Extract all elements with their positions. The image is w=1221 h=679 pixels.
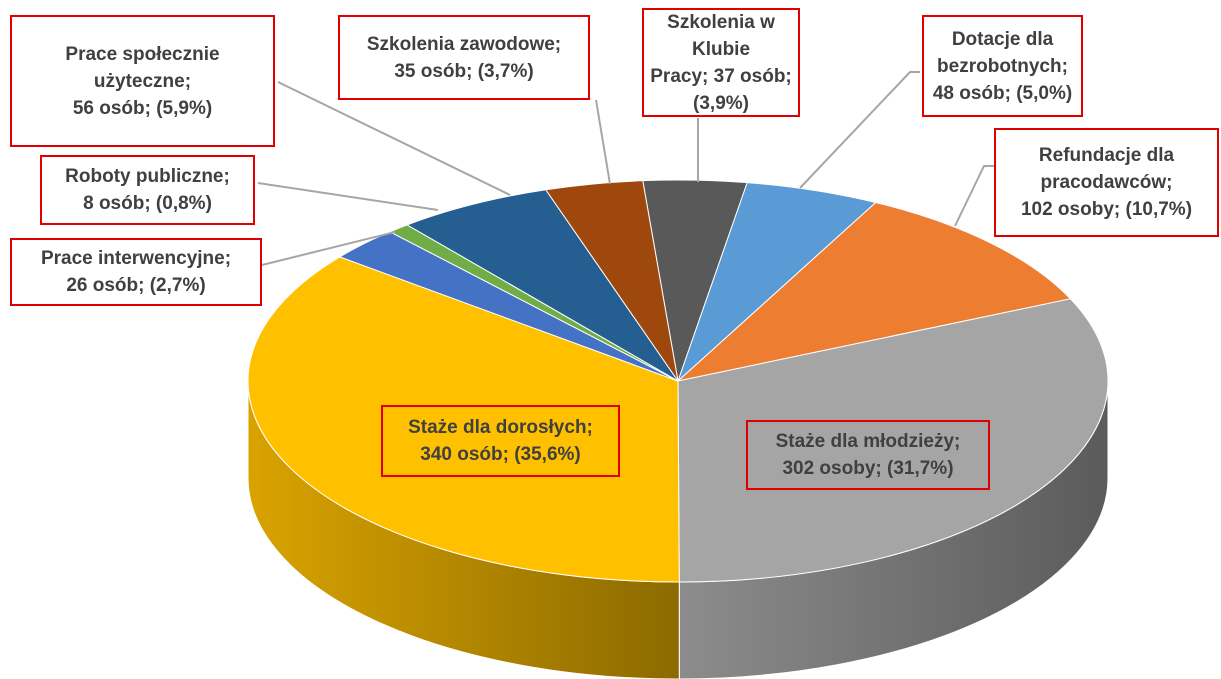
data-label-line: 340 osób; (35,6%) bbox=[420, 444, 581, 465]
data-label-line: Szkolenia w Klubie bbox=[667, 11, 775, 60]
data-label-line: Szkolenia zawodowe; bbox=[366, 33, 562, 55]
slice bbox=[677, 298, 1109, 583]
slice bbox=[247, 256, 680, 583]
leader-line bbox=[799, 71, 920, 189]
data-label: Staże dla młodzieży; 302 osoby; (31,7%) bbox=[746, 420, 990, 490]
data-label-line: 35 osób; (3,7%) bbox=[394, 60, 534, 82]
data-label: Prace społecznie użyteczne; 56 osób; (5,9%… bbox=[10, 15, 275, 147]
data-label-line: bezrobotnych; bbox=[937, 55, 1068, 77]
leader-line bbox=[954, 165, 994, 227]
slice bbox=[405, 189, 679, 382]
leader-line bbox=[595, 99, 611, 185]
data-label-line: 302 osoby; (31,7%) bbox=[782, 458, 954, 479]
data-label: Staże dla dorosłych; 340 osób; (35,6%) bbox=[381, 405, 620, 477]
data-label: Szkolenia zawodowe; 35 osób; (3,7%) bbox=[338, 15, 590, 100]
data-label-line: użyteczne; bbox=[93, 70, 192, 92]
data-label: Refundacje dla pracodawców; 102 osoby; (10… bbox=[994, 128, 1219, 237]
data-label: Roboty publiczne; 8 osób; (0,8%) bbox=[40, 155, 255, 225]
data-label: Szkolenia w Klubie Pracy; 37 osób; (3,9%) bbox=[642, 8, 800, 117]
leader-line bbox=[261, 231, 396, 266]
leader-line bbox=[257, 182, 439, 211]
data-label-line: Pracy; 37 osób; bbox=[650, 65, 792, 87]
data-label-line: (3,9%) bbox=[693, 92, 749, 114]
data-label-line: Prace interwencyjne; bbox=[40, 248, 232, 269]
slice bbox=[544, 180, 679, 382]
data-label-line: Roboty publiczne; bbox=[65, 166, 230, 187]
leader-line bbox=[277, 81, 511, 196]
data-label: Prace interwencyjne; 26 osób; (2,7%) bbox=[10, 238, 262, 306]
data-label-line: Dotacje dla bbox=[951, 28, 1054, 50]
data-label-line: 56 osób; (5,9%) bbox=[72, 97, 213, 119]
data-label-line: Refundacje dla bbox=[1038, 145, 1175, 166]
data-label-line: Staże dla dorosłych; bbox=[408, 417, 593, 438]
data-label-line: 102 osoby; (10,7%) bbox=[1020, 199, 1193, 220]
data-label-line: 8 osób; (0,8%) bbox=[83, 193, 212, 214]
data-label: Dotacje dla bezrobotnych; 48 osób; (5,0%) bbox=[922, 15, 1083, 117]
data-label-line: Staże dla młodzieży; bbox=[775, 431, 961, 452]
data-label-line: pracodawców; bbox=[1040, 172, 1173, 193]
data-label-line: Prace społecznie bbox=[65, 43, 220, 65]
data-label-line: 26 osób; (2,7%) bbox=[66, 275, 206, 296]
slice bbox=[676, 201, 1072, 382]
data-label-line: 48 osób; (5,0%) bbox=[932, 82, 1073, 104]
